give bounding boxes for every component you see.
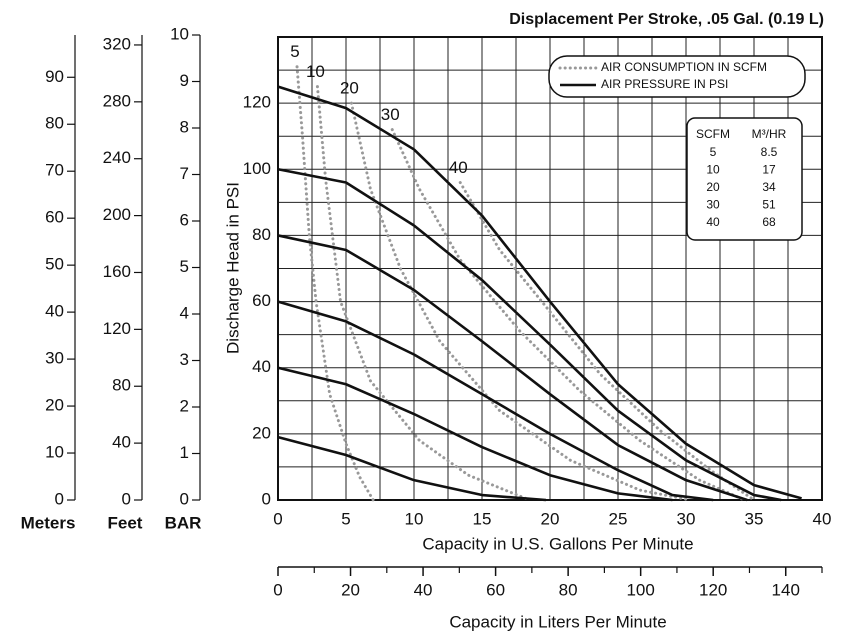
table-cell: 68 (762, 215, 776, 229)
y-tick-label: 80 (252, 225, 271, 244)
x2-tick-label: 100 (626, 580, 654, 599)
scale-tick-label: 0 (55, 489, 64, 508)
scale-tick-label: 120 (103, 319, 131, 338)
scale-tick-label: 6 (180, 210, 189, 229)
table-cell: 10 (706, 163, 720, 177)
scale-tick-label: 0 (122, 489, 131, 508)
x-tick-label: 20 (541, 509, 560, 528)
scale-tick-label: 80 (45, 114, 64, 133)
curve-label: 10 (306, 62, 325, 81)
scale-tick-label: 30 (45, 349, 64, 368)
scale-tick-label: 280 (103, 91, 131, 110)
scale-tick-label: 40 (45, 302, 64, 321)
x-tick-label: 40 (813, 509, 832, 528)
x2-tick-label: 60 (486, 580, 505, 599)
air-pressure-curve (277, 168, 782, 502)
curve-label: 5 (290, 42, 299, 61)
scale-tick-label: 5 (180, 257, 189, 276)
air-pressure-curve (277, 300, 714, 502)
x-tick-label: 5 (341, 509, 350, 528)
table-cell: 30 (706, 198, 720, 212)
x-tick-label: 25 (609, 509, 628, 528)
table-cell: 5 (710, 145, 717, 159)
scale-tick-label: 3 (180, 350, 189, 369)
scale-tick-label: 7 (180, 164, 189, 183)
y-tick-label: 40 (252, 357, 271, 376)
table-cell: 34 (762, 180, 776, 194)
scale-tick-label: 2 (180, 396, 189, 415)
bar-title: BAR (165, 513, 202, 532)
air-pressure-curve (277, 85, 802, 500)
scale-tick-label: 240 (103, 148, 131, 167)
scale-tick-label: 200 (103, 205, 131, 224)
scale-tick-label: 10 (45, 443, 64, 462)
x2-tick-label: 40 (414, 580, 433, 599)
air-pressure-curve (277, 435, 547, 502)
y-tick-label: 0 (262, 489, 271, 508)
feet-title: Feet (108, 513, 143, 532)
x-tick-label: 35 (745, 509, 764, 528)
legend-label: AIR PRESSURE IN PSI (601, 77, 728, 91)
scale-tick-label: 320 (103, 34, 131, 53)
scale-tick-label: 90 (45, 67, 64, 86)
scale-tick-label: 1 (180, 443, 189, 462)
x-tick-label: 0 (273, 509, 282, 528)
table-box (686, 117, 803, 241)
x2-tick-label: 80 (559, 580, 578, 599)
table-cell: 51 (762, 198, 776, 212)
scale-tick-label: 40 (112, 433, 131, 452)
scale-tick-label: 4 (180, 303, 189, 322)
table-header: M³/HR (752, 127, 787, 141)
legend-label: AIR CONSUMPTION IN SCFM (601, 60, 767, 74)
scale-tick-label: 70 (45, 161, 64, 180)
x2-tick-label: 140 (772, 580, 800, 599)
scale-tick-label: 60 (45, 208, 64, 227)
x2-tick-label: 0 (273, 580, 282, 599)
scale-tick-label: 80 (112, 376, 131, 395)
air-consumption-curve (295, 65, 375, 502)
curve-label: 20 (340, 79, 359, 98)
scale-tick-label: 50 (45, 255, 64, 274)
scale-tick-label: 0 (180, 489, 189, 508)
y-tick-label: 20 (252, 423, 271, 442)
scale-tick-label: 160 (103, 262, 131, 281)
x2-tick-label: 120 (699, 580, 727, 599)
x-tick-label: 15 (473, 509, 492, 528)
scale-tick-label: 9 (180, 71, 189, 90)
y-tick-label: 100 (243, 159, 271, 178)
y-tick-label: 120 (243, 93, 271, 112)
table-cell: 20 (706, 180, 720, 194)
y-tick-label: 60 (252, 291, 271, 310)
scale-tick-label: 8 (180, 117, 189, 136)
air-pressure-curve (277, 366, 673, 502)
table-header: SCFM (696, 127, 730, 141)
x-axis-title: Capacity in U.S. Gallons Per Minute (422, 534, 693, 553)
legend-box (548, 55, 806, 98)
x-tick-label: 30 (677, 509, 696, 528)
y-axis-title: Discharge Head in PSI (223, 182, 242, 354)
curve-label: 30 (381, 105, 400, 124)
table-cell: 8.5 (761, 145, 778, 159)
curve-label: 40 (449, 158, 468, 177)
air-pressure-curve (277, 234, 748, 502)
table-cell: 40 (706, 215, 720, 229)
chart-title: Displacement Per Stroke, .05 Gal. (0.19 … (509, 11, 824, 28)
meters-title: Meters (21, 513, 76, 532)
table-cell: 17 (762, 163, 776, 177)
scale-tick-label: 10 (170, 24, 189, 43)
x-tick-label: 10 (405, 509, 424, 528)
scale-tick-label: 20 (45, 396, 64, 415)
x2-axis-title: Capacity in Liters Per Minute (449, 612, 666, 631)
plot-frame (277, 36, 823, 501)
x2-tick-label: 20 (341, 580, 360, 599)
